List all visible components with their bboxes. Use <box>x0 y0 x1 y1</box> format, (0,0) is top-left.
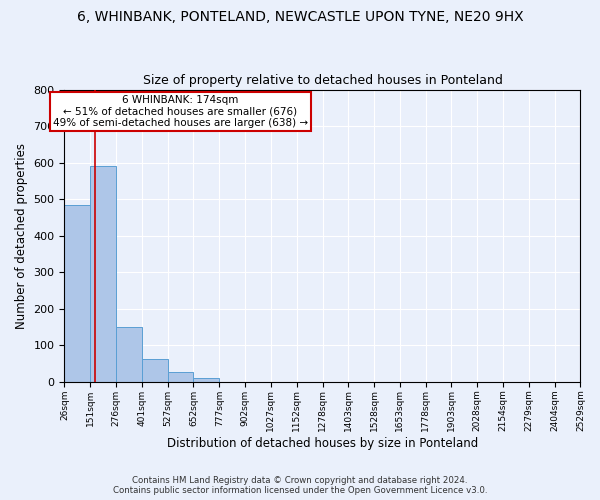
X-axis label: Distribution of detached houses by size in Ponteland: Distribution of detached houses by size … <box>167 437 478 450</box>
Text: Contains HM Land Registry data © Crown copyright and database right 2024.
Contai: Contains HM Land Registry data © Crown c… <box>113 476 487 495</box>
Text: 6, WHINBANK, PONTELAND, NEWCASTLE UPON TYNE, NE20 9HX: 6, WHINBANK, PONTELAND, NEWCASTLE UPON T… <box>77 10 523 24</box>
Bar <box>193 378 219 382</box>
Text: 6 WHINBANK: 174sqm
← 51% of detached houses are smaller (676)
49% of semi-detach: 6 WHINBANK: 174sqm ← 51% of detached hou… <box>53 95 308 128</box>
Bar <box>116 327 142 382</box>
Bar <box>64 204 90 382</box>
Bar <box>168 372 193 382</box>
Bar <box>90 166 116 382</box>
Bar <box>142 358 168 382</box>
Y-axis label: Number of detached properties: Number of detached properties <box>15 142 28 328</box>
Title: Size of property relative to detached houses in Ponteland: Size of property relative to detached ho… <box>143 74 502 87</box>
